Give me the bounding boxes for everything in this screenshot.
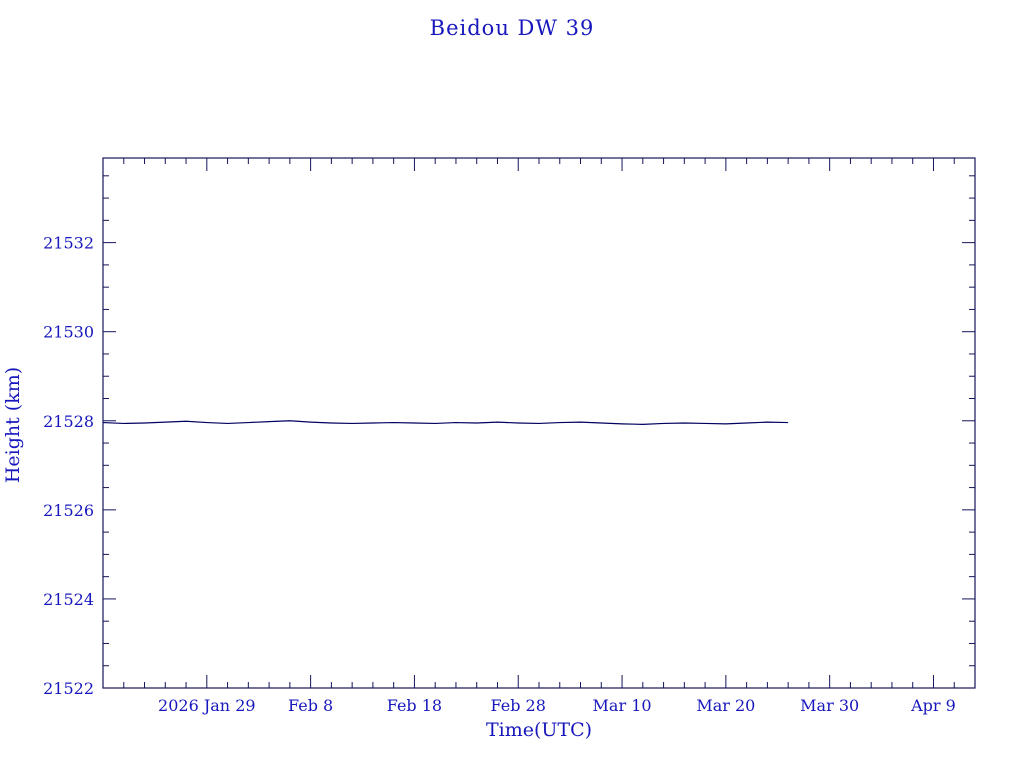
x-tick-label: 2026 Jan 29 [158,696,256,715]
height-series-line [102,420,789,425]
x-tick-label: Mar 10 [593,696,652,715]
y-tick-label: 21524 [43,590,94,609]
y-tick-label: 21526 [43,501,94,520]
y-tick-label: 21522 [43,679,94,698]
x-tick-label: Apr 9 [910,696,956,715]
x-tick-label: Mar 30 [800,696,859,715]
chart-title: Beidou DW 39 [429,16,595,40]
x-tick-label: Feb 28 [491,696,546,715]
x-tick-label: Feb 18 [387,696,442,715]
x-tick-label: Feb 8 [288,696,333,715]
x-axis-label: Time(UTC) [485,719,593,741]
y-tick-label: 21532 [43,234,94,253]
y-tick-label: 21530 [43,323,94,342]
x-tick-label: Mar 20 [696,696,755,715]
y-tick-label: 21528 [43,412,94,431]
